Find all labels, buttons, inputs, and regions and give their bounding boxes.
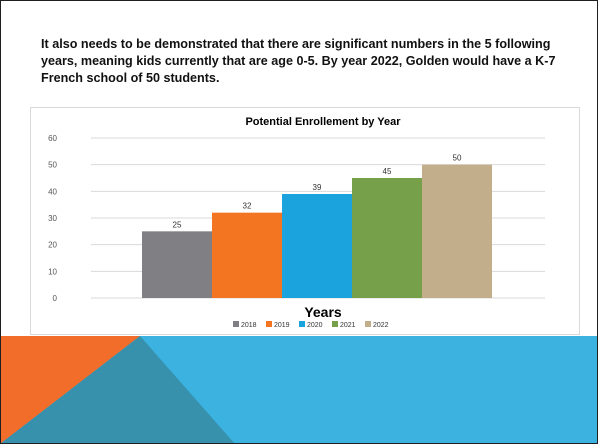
bar	[212, 212, 282, 298]
chart-area: Potential Enrollement by Year 0 10 20 30 40 50…	[30, 107, 580, 335]
legend-label: 2021	[340, 322, 356, 329]
data-label: 50	[453, 154, 462, 163]
y-tick-label: 10	[48, 267, 57, 276]
legend-swatch	[233, 321, 239, 327]
y-tick-label: 0	[53, 294, 58, 303]
y-tick-label: 40	[48, 187, 57, 196]
legend-label: 2022	[373, 322, 389, 329]
chart-title: Potential Enrollement by Year	[245, 116, 401, 128]
legend-swatch	[365, 321, 371, 327]
teal-triangle	[0, 336, 235, 444]
legend-label: 2018	[241, 322, 257, 329]
decorative-banner	[0, 336, 598, 444]
legend-swatch	[266, 321, 272, 327]
data-label: 25	[173, 220, 182, 229]
data-label: 39	[313, 183, 322, 192]
decorative-shapes	[0, 336, 598, 444]
bar	[352, 178, 422, 298]
x-axis-title: Years	[304, 304, 342, 320]
y-tick-label: 50	[48, 161, 57, 170]
y-tick-label: 20	[48, 241, 57, 250]
legend-label: 2019	[274, 322, 290, 329]
legend-label: 2020	[307, 322, 323, 329]
enrollment-chart: Potential Enrollement by Year 0 10 20 30 40 50…	[48, 116, 545, 329]
bar	[282, 194, 352, 298]
y-tick-label: 60	[48, 134, 57, 143]
data-label: 45	[383, 167, 392, 176]
y-tick-label: 30	[48, 214, 57, 223]
body-text: It also needs to be demonstrated that th…	[41, 37, 556, 85]
data-label: 32	[243, 202, 252, 211]
bar	[142, 231, 212, 298]
bar	[422, 164, 492, 298]
legend-swatch	[299, 321, 305, 327]
legend-swatch	[332, 321, 338, 327]
